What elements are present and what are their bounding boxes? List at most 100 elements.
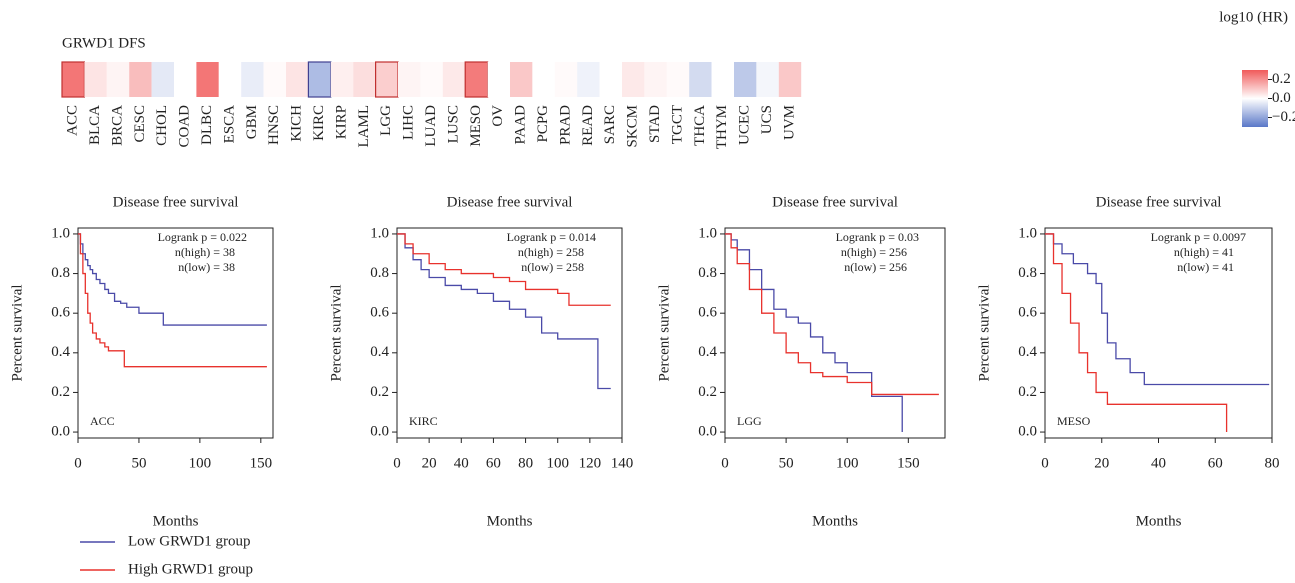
category-label: KIRP	[333, 105, 349, 139]
heat-cell	[464, 61, 489, 98]
y-axis-label: Percent survival	[656, 284, 672, 381]
survival-curve	[397, 233, 611, 306]
annotation: n(low) = 256	[844, 260, 907, 274]
heat-cell	[532, 62, 555, 97]
category-label: CHOL	[154, 105, 170, 146]
y-tick-label: 0.2	[698, 384, 717, 400]
x-tick-label: 150	[897, 455, 920, 471]
y-axis-label: Percent survival	[976, 284, 992, 381]
category-label: HNSC	[266, 105, 282, 145]
x-axis-label: Months	[1136, 513, 1182, 529]
category-label: THYM	[714, 105, 730, 149]
heat-cell	[554, 62, 578, 97]
category-label: PRAD	[557, 105, 573, 145]
heat-cell	[307, 61, 332, 98]
heat-cell	[487, 62, 510, 97]
survival-curve	[725, 233, 903, 433]
x-tick-label: 100	[546, 455, 569, 471]
heat-cell	[599, 62, 622, 97]
y-tick-label: 0.6	[51, 305, 70, 321]
annotation: n(high) = 41	[1174, 245, 1234, 259]
heat-cell	[263, 62, 286, 97]
x-tick-label: 50	[779, 455, 794, 471]
plot-frame	[396, 227, 623, 439]
category-label: CESC	[132, 105, 148, 143]
plot-frame	[724, 227, 946, 439]
heatmap-title: GRWD1 DFS	[62, 35, 146, 51]
x-tick-label: 60	[1208, 455, 1223, 471]
category-label: BLCA	[87, 105, 103, 145]
heat-cell	[756, 62, 779, 97]
y-tick-label: 0.0	[1018, 423, 1037, 439]
category-label: BRCA	[109, 105, 125, 146]
x-tick-label: 0	[1041, 455, 1049, 471]
heat-cell	[510, 62, 533, 97]
x-axis-label: Months	[153, 513, 199, 529]
category-label: PAAD	[513, 105, 529, 145]
heat-cell	[442, 62, 466, 97]
colorbar-tick-label: −0.2	[1272, 109, 1295, 125]
x-tick-label: 20	[1094, 455, 1109, 471]
y-tick-label: 0.2	[370, 384, 389, 400]
y-tick-label: 0.6	[698, 305, 717, 321]
annotation: n(high) = 258	[518, 245, 584, 259]
category-label: UVM	[781, 105, 797, 140]
category-label: GBM	[244, 105, 260, 139]
y-tick-label: 0.0	[370, 423, 389, 439]
x-tick-label: 80	[518, 455, 533, 471]
heat-cell	[778, 62, 802, 97]
category-label: LAML	[356, 105, 372, 148]
chart-title: Disease free survival	[113, 194, 239, 210]
category-label: SARC	[602, 105, 618, 144]
category-label: UCEC	[737, 105, 753, 145]
y-tick-label: 0.4	[1018, 344, 1037, 360]
legend-label: Low GRWD1 group	[128, 533, 251, 549]
heat-cell	[375, 61, 399, 98]
heat-cell	[106, 62, 130, 97]
x-tick-label: 50	[131, 455, 146, 471]
colorbar-tick-label: 0.0	[1272, 90, 1291, 106]
category-label: MESO	[468, 105, 484, 147]
category-label: LGG	[378, 105, 394, 136]
annotation: n(high) = 38	[175, 245, 235, 259]
plot-frame	[77, 227, 274, 439]
cancer-label: MESO	[1057, 414, 1091, 428]
category-label: ESCA	[221, 105, 237, 144]
x-tick-label: 140	[611, 455, 634, 471]
colorbar	[1242, 70, 1268, 127]
cancer-label: KIRC	[409, 414, 438, 428]
category-label: PCPG	[535, 105, 551, 143]
y-tick-label: 0.8	[1018, 265, 1037, 281]
x-axis-label: Months	[812, 513, 858, 529]
category-label: KIRC	[311, 105, 327, 141]
category-label: ACC	[65, 105, 81, 136]
category-label: THCA	[692, 105, 708, 146]
heat-cell	[689, 62, 712, 97]
y-tick-label: 1.0	[698, 225, 717, 241]
annotation: Logrank p = 0.0097	[1151, 230, 1246, 244]
y-tick-label: 0.6	[1018, 305, 1037, 321]
category-label: LUAD	[423, 105, 439, 147]
x-tick-label: 0	[721, 455, 729, 471]
heat-cell	[286, 62, 309, 97]
x-tick-label: 0	[74, 455, 82, 471]
y-tick-label: 1.0	[370, 225, 389, 241]
x-tick-label: 100	[189, 455, 212, 471]
survival-curve	[725, 233, 939, 396]
survival-curve	[397, 233, 611, 390]
category-label: LUSC	[445, 105, 461, 143]
annotation: Logrank p = 0.014	[507, 230, 596, 244]
x-tick-label: 80	[1265, 455, 1280, 471]
x-tick-label: 40	[454, 455, 469, 471]
x-tick-label: 150	[250, 455, 273, 471]
y-tick-label: 1.0	[51, 225, 70, 241]
heat-cell	[353, 62, 376, 97]
heat-cell	[420, 62, 443, 97]
y-tick-label: 0.6	[370, 305, 389, 321]
x-tick-label: 120	[579, 455, 602, 471]
category-label: OV	[490, 105, 506, 127]
annotation: Logrank p = 0.03	[836, 230, 919, 244]
annotation: n(high) = 256	[841, 245, 907, 259]
y-tick-label: 0.4	[698, 344, 717, 360]
